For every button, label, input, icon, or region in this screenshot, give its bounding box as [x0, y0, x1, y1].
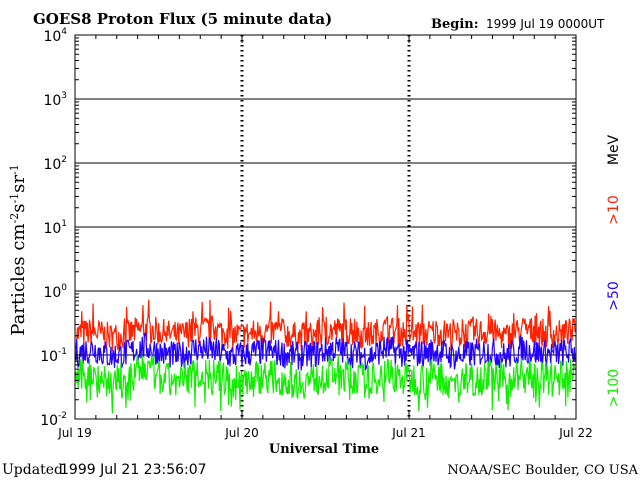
y-axis-sr: sr [8, 175, 29, 193]
y-tick-base: 10 [43, 29, 61, 45]
y-tick-label: 104 [43, 27, 67, 45]
y-tick-label: 10-1 [40, 347, 67, 365]
y-tick-exp: 1 [61, 219, 67, 229]
legend: >10 >50 >100 MeV [606, 134, 622, 407]
y-tick-exp: 2 [61, 155, 67, 165]
frame-layer [74, 34, 577, 420]
y-axis-exp-2: -1 [8, 193, 21, 204]
y-tick-exp: 4 [61, 27, 67, 37]
legend-entry-1: >10 [606, 195, 622, 225]
y-tick-base: 10 [40, 413, 58, 429]
y-tick-base: 10 [43, 221, 61, 237]
legend-entry-3: >100 [606, 369, 622, 407]
begin-label: Begin: [431, 17, 479, 32]
updated-value: 1999 Jul 21 23:56:07 [60, 462, 207, 478]
x-axis-label: Universal Time [269, 442, 379, 457]
y-axis-exp-1: -2 [8, 213, 21, 224]
legend-entry-2: >50 [606, 281, 622, 311]
updated-label: Updated [2, 462, 63, 478]
y-tick-label: 100 [43, 283, 67, 301]
x-tick-label: Jul 19 [57, 426, 92, 440]
x-tick-labels: Jul 19 Jul 20 Jul 21 Jul 22 [57, 426, 593, 440]
y-tick-exp: 0 [61, 283, 67, 293]
y-axis-exp-3: -1 [8, 164, 21, 175]
y-axis-s: s [8, 204, 29, 213]
series-layer [75, 299, 576, 414]
legend-unit: MeV [606, 134, 622, 165]
y-tick-label: 102 [43, 155, 67, 173]
credit: NOAA/SEC Boulder, CO USA [447, 463, 638, 478]
y-tick-exp: -1 [58, 347, 67, 357]
y-tick-exp: -2 [58, 411, 67, 421]
y-axis-label-text: Particles cm [8, 224, 29, 336]
y-tick-label: 103 [43, 91, 67, 109]
y-tick-base: 10 [43, 93, 61, 109]
chart-title: GOES8 Proton Flux (5 minute data) [33, 10, 332, 28]
y-tick-base: 10 [43, 157, 61, 173]
series-line-3 [75, 354, 576, 414]
y-tick-exp: 3 [61, 91, 67, 101]
x-tick-label: Jul 20 [224, 426, 259, 440]
y-tick-base: 10 [40, 349, 58, 365]
y-tick-label: 101 [43, 219, 67, 237]
x-tick-label: Jul 21 [391, 426, 426, 440]
y-axis-label: Particles cm-2s-1sr-1 [8, 164, 29, 335]
y-tick-base: 10 [43, 285, 61, 301]
x-tick-label: Jul 22 [558, 426, 593, 440]
y-tick-label: 10-2 [40, 411, 67, 429]
begin-value: 1999 Jul 19 0000UT [486, 17, 605, 31]
